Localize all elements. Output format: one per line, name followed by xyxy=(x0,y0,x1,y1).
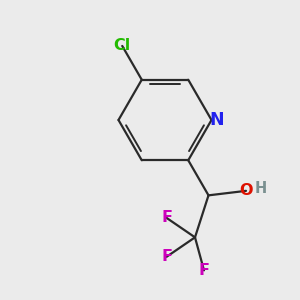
Text: F: F xyxy=(199,263,209,278)
Text: Cl: Cl xyxy=(114,38,131,53)
Text: O: O xyxy=(239,183,253,198)
Text: H: H xyxy=(255,181,267,196)
Text: F: F xyxy=(161,210,172,225)
Text: N: N xyxy=(210,111,224,129)
Text: F: F xyxy=(161,249,172,264)
